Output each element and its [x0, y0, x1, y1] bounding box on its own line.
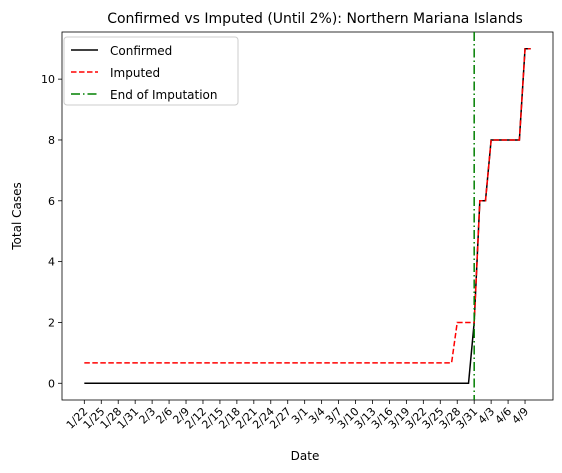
legend-label-confirmed: Confirmed	[110, 44, 172, 58]
y-tick-label: 10	[41, 73, 55, 86]
y-tick-label: 8	[48, 134, 55, 147]
y-tick-label: 6	[48, 195, 55, 208]
x-axis-ticks: 1/221/251/281/312/32/62/92/122/152/182/2…	[64, 400, 531, 432]
series-line-imputed	[84, 47, 531, 364]
y-tick-label: 0	[48, 377, 55, 390]
y-tick-label: 2	[48, 316, 55, 329]
x-tick-label: 4/9	[509, 405, 531, 427]
chart-title: Confirmed vs Imputed (Until 2%): Norther…	[107, 11, 523, 27]
legend-label-end-of-imputation: End of Imputation	[110, 88, 218, 102]
legend-box	[63, 36, 239, 106]
legend-label-imputed: Imputed	[110, 66, 160, 80]
x-axis-label: Date	[291, 449, 320, 463]
y-tick-label: 4	[48, 256, 55, 269]
y-axis-ticks: 0 2 4 6 8 10	[41, 73, 62, 390]
legend: Confirmed Imputed End of Imputation	[63, 36, 239, 106]
series-lines	[84, 32, 531, 400]
y-axis-label: Total Cases	[10, 182, 24, 250]
plot-area	[61, 31, 554, 401]
